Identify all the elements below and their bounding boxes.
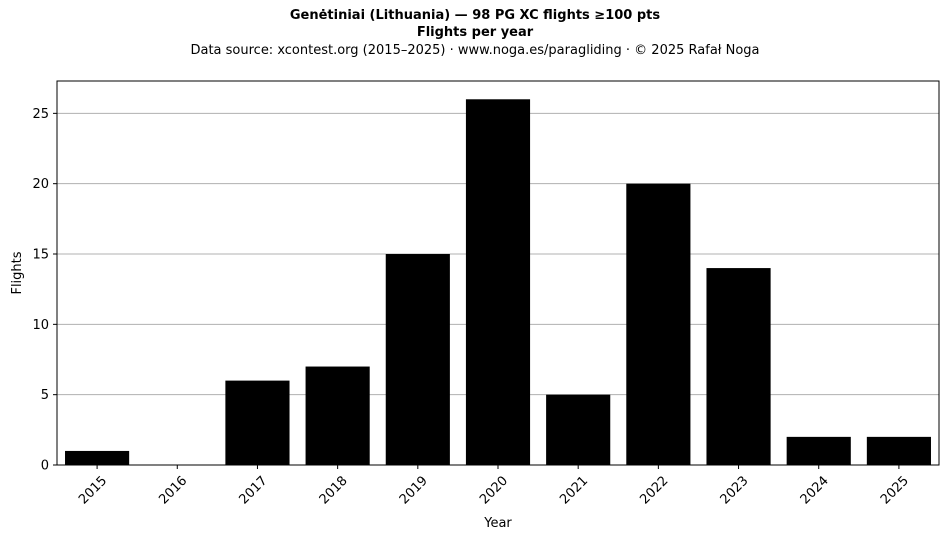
x-tick-label: 2017 (236, 473, 270, 507)
bar-2022 (626, 183, 691, 465)
x-tick-label: 2025 (878, 473, 912, 507)
chart-subtitle: Flights per year (416, 25, 534, 40)
bar-2017 (225, 380, 290, 465)
y-axis-label: Flights (10, 251, 25, 294)
x-tick-label: 2022 (637, 473, 671, 507)
bar-2015 (65, 450, 130, 465)
y-tick-label: 20 (32, 177, 49, 192)
x-tick-label: 2024 (798, 473, 832, 507)
bar-2019 (385, 254, 450, 465)
x-tick-label: 2020 (477, 473, 511, 507)
x-tick-label: 2021 (557, 473, 591, 507)
x-tick-label: 2019 (397, 473, 431, 507)
x-tick-label: 2023 (718, 473, 752, 507)
bar-2023 (706, 268, 771, 465)
y-tick-label: 5 (41, 388, 49, 403)
y-tick-label: 0 (41, 459, 49, 474)
bar-2024 (786, 436, 851, 465)
x-axis-label: Year (483, 516, 512, 531)
chart-source-note: Data source: xcontest.org (2015–2025) · … (190, 43, 760, 58)
bar-2020 (465, 99, 531, 466)
y-tick-label: 10 (32, 318, 49, 333)
y-tick-label: 15 (32, 248, 49, 263)
x-tick-label: 2018 (317, 473, 351, 507)
x-tick-label: 2015 (76, 473, 110, 507)
bar-2018 (305, 366, 370, 465)
y-tick-label: 25 (32, 107, 49, 122)
x-tick-label: 2016 (156, 473, 190, 507)
bar-2021 (546, 394, 611, 465)
bar-2025 (866, 436, 931, 465)
bars (65, 99, 931, 466)
chart-title: Genėtiniai (Lithuania) — 98 PG XC flight… (289, 8, 661, 23)
